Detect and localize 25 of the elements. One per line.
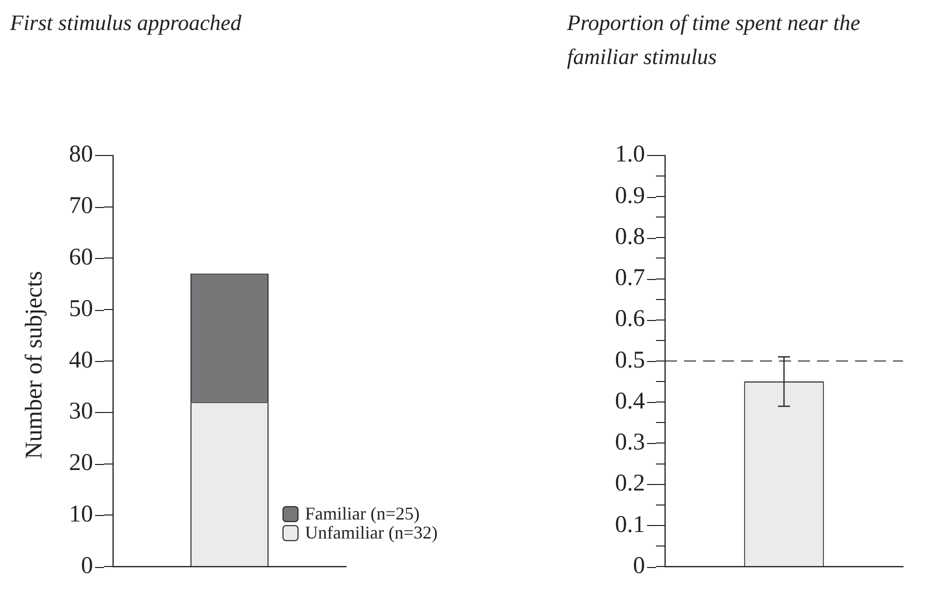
y-tick-label: 0.8 — [615, 224, 645, 250]
y-tick-label: 0.7 — [615, 265, 645, 292]
legend-label: Unfamiliar (n=32) — [305, 522, 438, 542]
y-tick-label: 1.0 — [615, 142, 645, 168]
y-tick-label: 0.6 — [615, 306, 645, 332]
y-tick-label: 0 — [633, 552, 645, 579]
y-tick-label: 70 — [69, 193, 93, 220]
chart-title: Proportion of time spent near the familiar stimulus — [567, 9, 862, 71]
y-axis-title: Number of subjects — [22, 271, 48, 459]
y-tick-label: 0.2 — [615, 470, 645, 497]
y-tick-label: 0.1 — [615, 512, 645, 538]
y-tick-label: 20 — [69, 450, 93, 476]
y-tick-label: 0 — [81, 552, 93, 579]
chart-title: First stimulus approached — [10, 9, 242, 37]
y-tick-label: 30 — [69, 398, 93, 425]
y-tick-label: 50 — [69, 296, 93, 322]
y-tick-label: 0.9 — [615, 182, 645, 209]
y-tick-label: 60 — [69, 244, 93, 270]
y-tick-label: 0.5 — [615, 347, 645, 374]
y-tick-label: 80 — [69, 142, 93, 168]
y-tick-label: 0.3 — [615, 430, 645, 456]
y-tick-label: 0.4 — [615, 388, 645, 414]
legend-label: Familiar (n=25) — [305, 503, 420, 524]
y-tick-label: 10 — [69, 501, 93, 528]
y-tick-label: 40 — [69, 347, 93, 374]
